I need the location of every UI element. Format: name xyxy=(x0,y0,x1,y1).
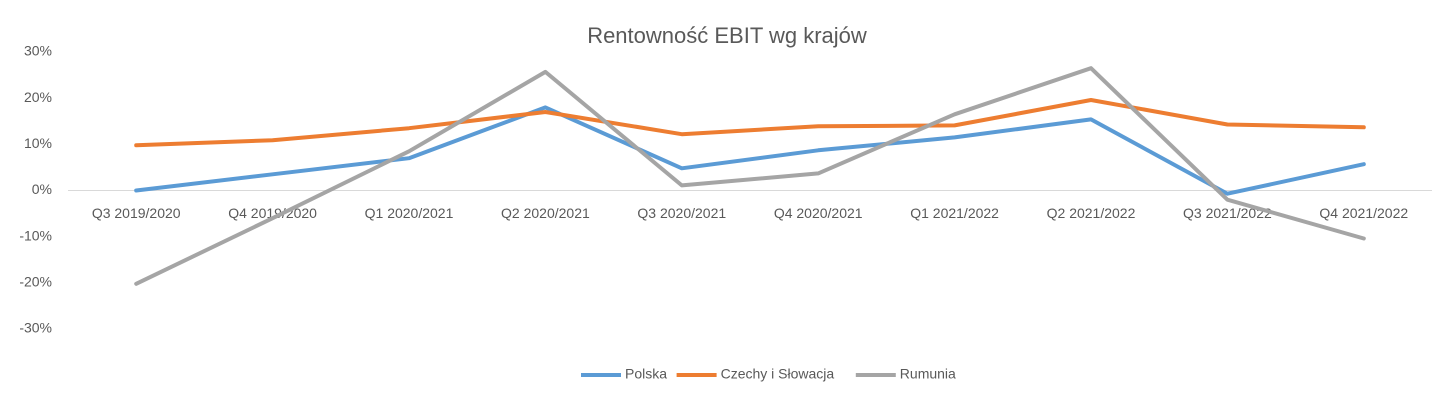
chart-title: Rentowność EBIT wg krajów xyxy=(587,23,867,48)
y-tick-label: -20% xyxy=(19,274,52,290)
y-tick-label: -30% xyxy=(19,320,52,336)
x-tick-label: Q4 2021/2022 xyxy=(1319,205,1408,221)
series-line xyxy=(134,98,1366,148)
y-tick-label: 0% xyxy=(32,181,52,197)
x-tick-label: Q4 2020/2021 xyxy=(774,205,863,221)
x-tick-label: Q3 2019/2020 xyxy=(92,205,181,221)
y-tick-label: 20% xyxy=(24,89,52,105)
series-line xyxy=(134,105,1366,196)
x-tick-label: Q2 2021/2022 xyxy=(1047,205,1136,221)
x-tick-label: Q1 2020/2021 xyxy=(365,205,454,221)
series-line xyxy=(134,66,1366,286)
y-tick-label: -10% xyxy=(19,227,52,243)
x-tick-label: Q3 2020/2021 xyxy=(637,205,726,221)
x-tick-label: Q2 2020/2021 xyxy=(501,205,590,221)
y-tick-label: 10% xyxy=(24,135,52,151)
x-tick-label: Q1 2021/2022 xyxy=(910,205,999,221)
legend-label: Rumunia xyxy=(900,366,956,382)
legend-label: Polska xyxy=(625,366,667,382)
y-tick-label: 30% xyxy=(24,43,52,59)
x-tick-label: Q3 2021/2022 xyxy=(1183,205,1272,221)
legend-label: Czechy i Słowacja xyxy=(721,366,835,382)
